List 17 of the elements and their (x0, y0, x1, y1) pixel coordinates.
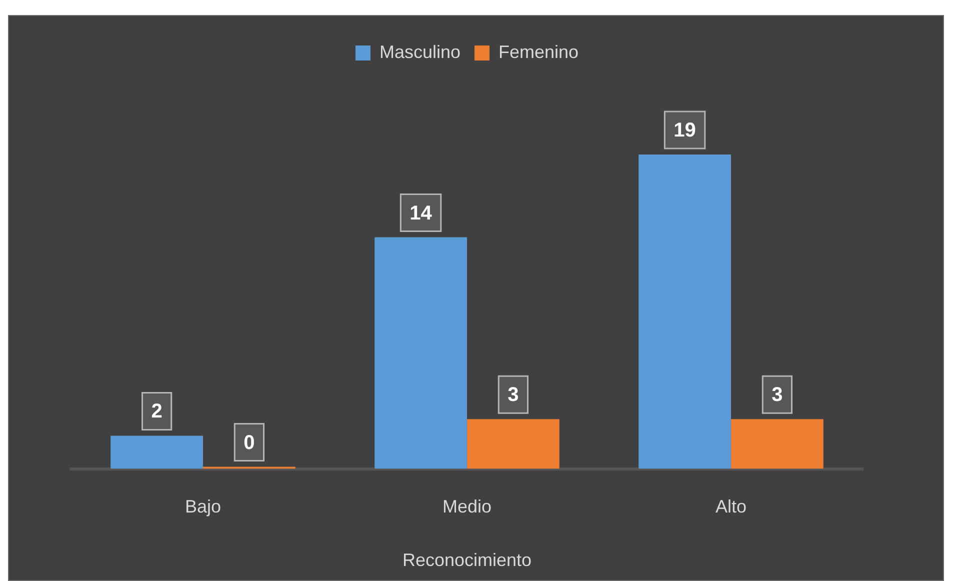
bar (374, 237, 467, 469)
bar (731, 419, 824, 469)
data-label: 3 (772, 384, 783, 406)
legend-label: Masculino (379, 42, 461, 62)
bar (467, 419, 560, 469)
data-label: 2 (151, 400, 162, 423)
bar (638, 154, 731, 469)
x-axis-title: Reconocimiento (402, 550, 532, 570)
bar (110, 436, 203, 469)
data-label: 14 (410, 202, 433, 224)
legend-label: Femenino (498, 42, 579, 62)
data-label: 19 (674, 120, 696, 142)
x-tick-label: Medio (442, 496, 492, 517)
data-label: 3 (508, 384, 519, 406)
data-label: 0 (244, 432, 255, 454)
x-tick-label: Alto (715, 496, 747, 517)
x-tick-label: Bajo (184, 496, 222, 517)
